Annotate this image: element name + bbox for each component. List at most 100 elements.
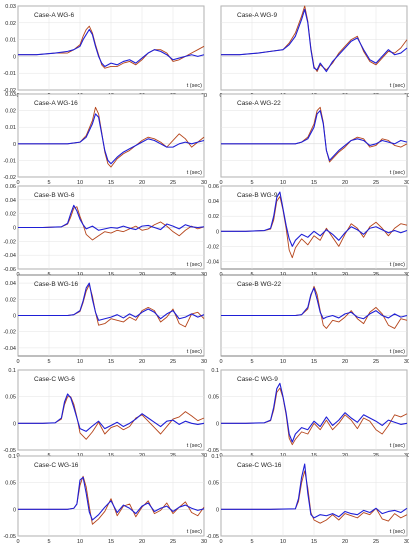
x-axis-label: t (sec) bbox=[187, 529, 202, 535]
x-axis-label: t (sec) bbox=[187, 443, 202, 449]
subplot-title: Case-B WG-9 bbox=[237, 192, 278, 199]
y-tick-label: 0 bbox=[216, 229, 219, 235]
y-tick-label: -0.04 bbox=[3, 253, 16, 259]
x-tick-label: 0 bbox=[16, 180, 19, 186]
y-tick-label: 0.02 bbox=[5, 212, 16, 218]
x-tick-label: 0 bbox=[219, 539, 222, 545]
y-tick-label: 0.06 bbox=[208, 184, 219, 190]
x-tick-label: 0 bbox=[16, 539, 19, 545]
y-tick-label: 0.1 bbox=[211, 454, 219, 460]
x-tick-label: 25 bbox=[373, 359, 379, 365]
series-line-blue bbox=[18, 204, 205, 231]
subplot: 0 5 10 15 20 25 30 Case-B WG-22 t (sec) bbox=[219, 274, 409, 365]
y-tick-label: 0 bbox=[13, 54, 16, 60]
x-tick-label: 15 bbox=[311, 359, 317, 365]
x-tick-label: 0 bbox=[219, 180, 222, 186]
x-tick-label: 15 bbox=[311, 539, 317, 545]
y-tick-label: -0.02 bbox=[3, 88, 16, 94]
series-line-red bbox=[221, 387, 408, 446]
x-tick-label: 0 bbox=[219, 359, 222, 365]
y-tick-label: -0.05 bbox=[3, 534, 16, 540]
x-tick-label: 5 bbox=[250, 539, 253, 545]
y-tick-label: 0.02 bbox=[5, 21, 16, 27]
subplot: 0510152025300.060.040.020-0.02-0.04-0.06… bbox=[3, 184, 207, 278]
y-tick-label: 0.04 bbox=[5, 198, 16, 204]
subplot-title: Case-C WG-9 bbox=[237, 376, 278, 383]
y-tick-label: 0.05 bbox=[5, 481, 16, 487]
y-tick-label: 0 bbox=[13, 142, 16, 148]
series-line-blue bbox=[221, 287, 408, 320]
x-tick-label: 25 bbox=[373, 180, 379, 186]
x-tick-label: 5 bbox=[47, 539, 50, 545]
subplot-title: Case-C WG-16 bbox=[34, 462, 79, 469]
x-tick-label: 5 bbox=[47, 180, 50, 186]
subplot: 0510152025300.060.040.020-0.02-0.04Case-… bbox=[206, 184, 409, 278]
x-axis-label: t (sec) bbox=[390, 262, 405, 268]
x-tick-label: 30 bbox=[404, 359, 409, 365]
y-tick-label: -0.02 bbox=[3, 330, 16, 336]
x-tick-label: 20 bbox=[139, 359, 145, 365]
y-tick-label: -0.01 bbox=[3, 158, 16, 164]
series-line-blue bbox=[221, 8, 408, 73]
subplot-title: Case-A WG-16 bbox=[34, 100, 78, 107]
x-tick-label: 25 bbox=[170, 359, 176, 365]
subplot-title: Case-C WG-6 bbox=[34, 376, 75, 383]
x-tick-label: 5 bbox=[47, 359, 50, 365]
y-tick-label: 0 bbox=[216, 507, 219, 513]
y-tick-label: 0.01 bbox=[5, 125, 16, 131]
x-axis-label: t (sec) bbox=[187, 262, 202, 268]
y-tick-label: -0.02 bbox=[206, 244, 219, 250]
series-line-blue bbox=[18, 393, 205, 432]
subplot-title: Case-A WG-9 bbox=[237, 12, 277, 19]
series-line-blue bbox=[18, 282, 205, 321]
series-line-red bbox=[18, 106, 205, 168]
x-tick-label: 25 bbox=[170, 180, 176, 186]
y-tick-label: 0.01 bbox=[5, 38, 16, 44]
series-line-red bbox=[18, 25, 205, 69]
x-tick-label: 10 bbox=[280, 539, 286, 545]
x-tick-label: 10 bbox=[280, 359, 286, 365]
subplot: 0510152025300.030.020.010-0.01-0.02Case-… bbox=[3, 4, 207, 99]
subplot-title: Case-B WG-22 bbox=[237, 281, 281, 288]
y-tick-label: 0 bbox=[13, 314, 16, 320]
y-tick-label: 0.1 bbox=[8, 454, 16, 460]
x-axis-label: t (sec) bbox=[390, 529, 405, 535]
x-tick-label: 25 bbox=[373, 539, 379, 545]
series-line-blue bbox=[18, 28, 205, 68]
y-tick-label: -0.05 bbox=[206, 534, 219, 540]
series-line-blue bbox=[18, 113, 205, 165]
y-tick-label: 0.03 bbox=[5, 92, 16, 98]
x-tick-label: 15 bbox=[311, 180, 317, 186]
x-tick-label: 30 bbox=[201, 180, 207, 186]
y-tick-label: 0.05 bbox=[5, 395, 16, 401]
y-tick-label: 0 bbox=[216, 421, 219, 427]
y-tick-label: -0.01 bbox=[3, 71, 16, 77]
x-tick-label: 25 bbox=[170, 539, 176, 545]
x-tick-label: 10 bbox=[77, 359, 83, 365]
x-axis-label: t (sec) bbox=[390, 349, 405, 355]
y-tick-label: 0.02 bbox=[5, 297, 16, 303]
x-axis-label: t (sec) bbox=[390, 443, 405, 449]
subplot-title: Case-A WG-6 bbox=[34, 12, 74, 19]
series-line-blue bbox=[18, 476, 205, 521]
x-axis-label: t (sec) bbox=[187, 83, 202, 89]
series-line-red bbox=[18, 396, 205, 440]
y-tick-label: -0.04 bbox=[3, 346, 16, 352]
y-tick-label: 0 bbox=[13, 421, 16, 427]
y-tick-label: 0 bbox=[13, 507, 16, 513]
x-axis-label: t (sec) bbox=[390, 83, 405, 89]
x-tick-label: 15 bbox=[108, 180, 114, 186]
x-axis-label: t (sec) bbox=[187, 170, 202, 176]
x-tick-label: 0 bbox=[16, 359, 19, 365]
x-tick-label: 30 bbox=[201, 539, 207, 545]
x-tick-label: 5 bbox=[250, 359, 253, 365]
x-tick-label: 30 bbox=[201, 359, 207, 365]
series-line-blue bbox=[221, 110, 408, 161]
y-tick-label: 0.05 bbox=[208, 481, 219, 487]
y-tick-label: 0.04 bbox=[208, 199, 219, 205]
y-tick-label: -0.04 bbox=[206, 259, 219, 265]
